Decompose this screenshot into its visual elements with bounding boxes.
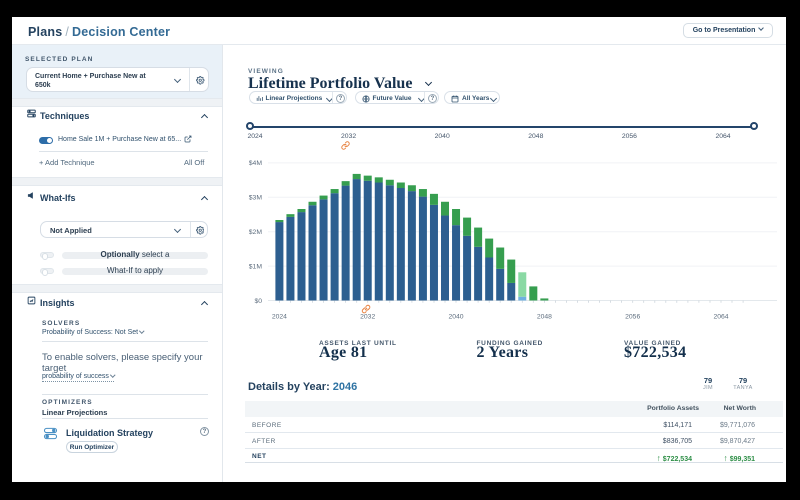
svg-text:$4M: $4M <box>249 160 263 167</box>
svg-text:2056: 2056 <box>625 314 640 321</box>
svg-text:$1M: $1M <box>249 263 263 270</box>
svg-text:$3M: $3M <box>249 195 263 202</box>
svg-text:2024: 2024 <box>272 314 287 321</box>
svg-text:2040: 2040 <box>448 314 463 321</box>
svg-text:2032: 2032 <box>360 314 375 321</box>
svg-text:2048: 2048 <box>537 314 552 321</box>
svg-text:2064: 2064 <box>713 314 728 321</box>
svg-text:$0: $0 <box>254 298 262 305</box>
svg-text:$2M: $2M <box>249 229 263 236</box>
